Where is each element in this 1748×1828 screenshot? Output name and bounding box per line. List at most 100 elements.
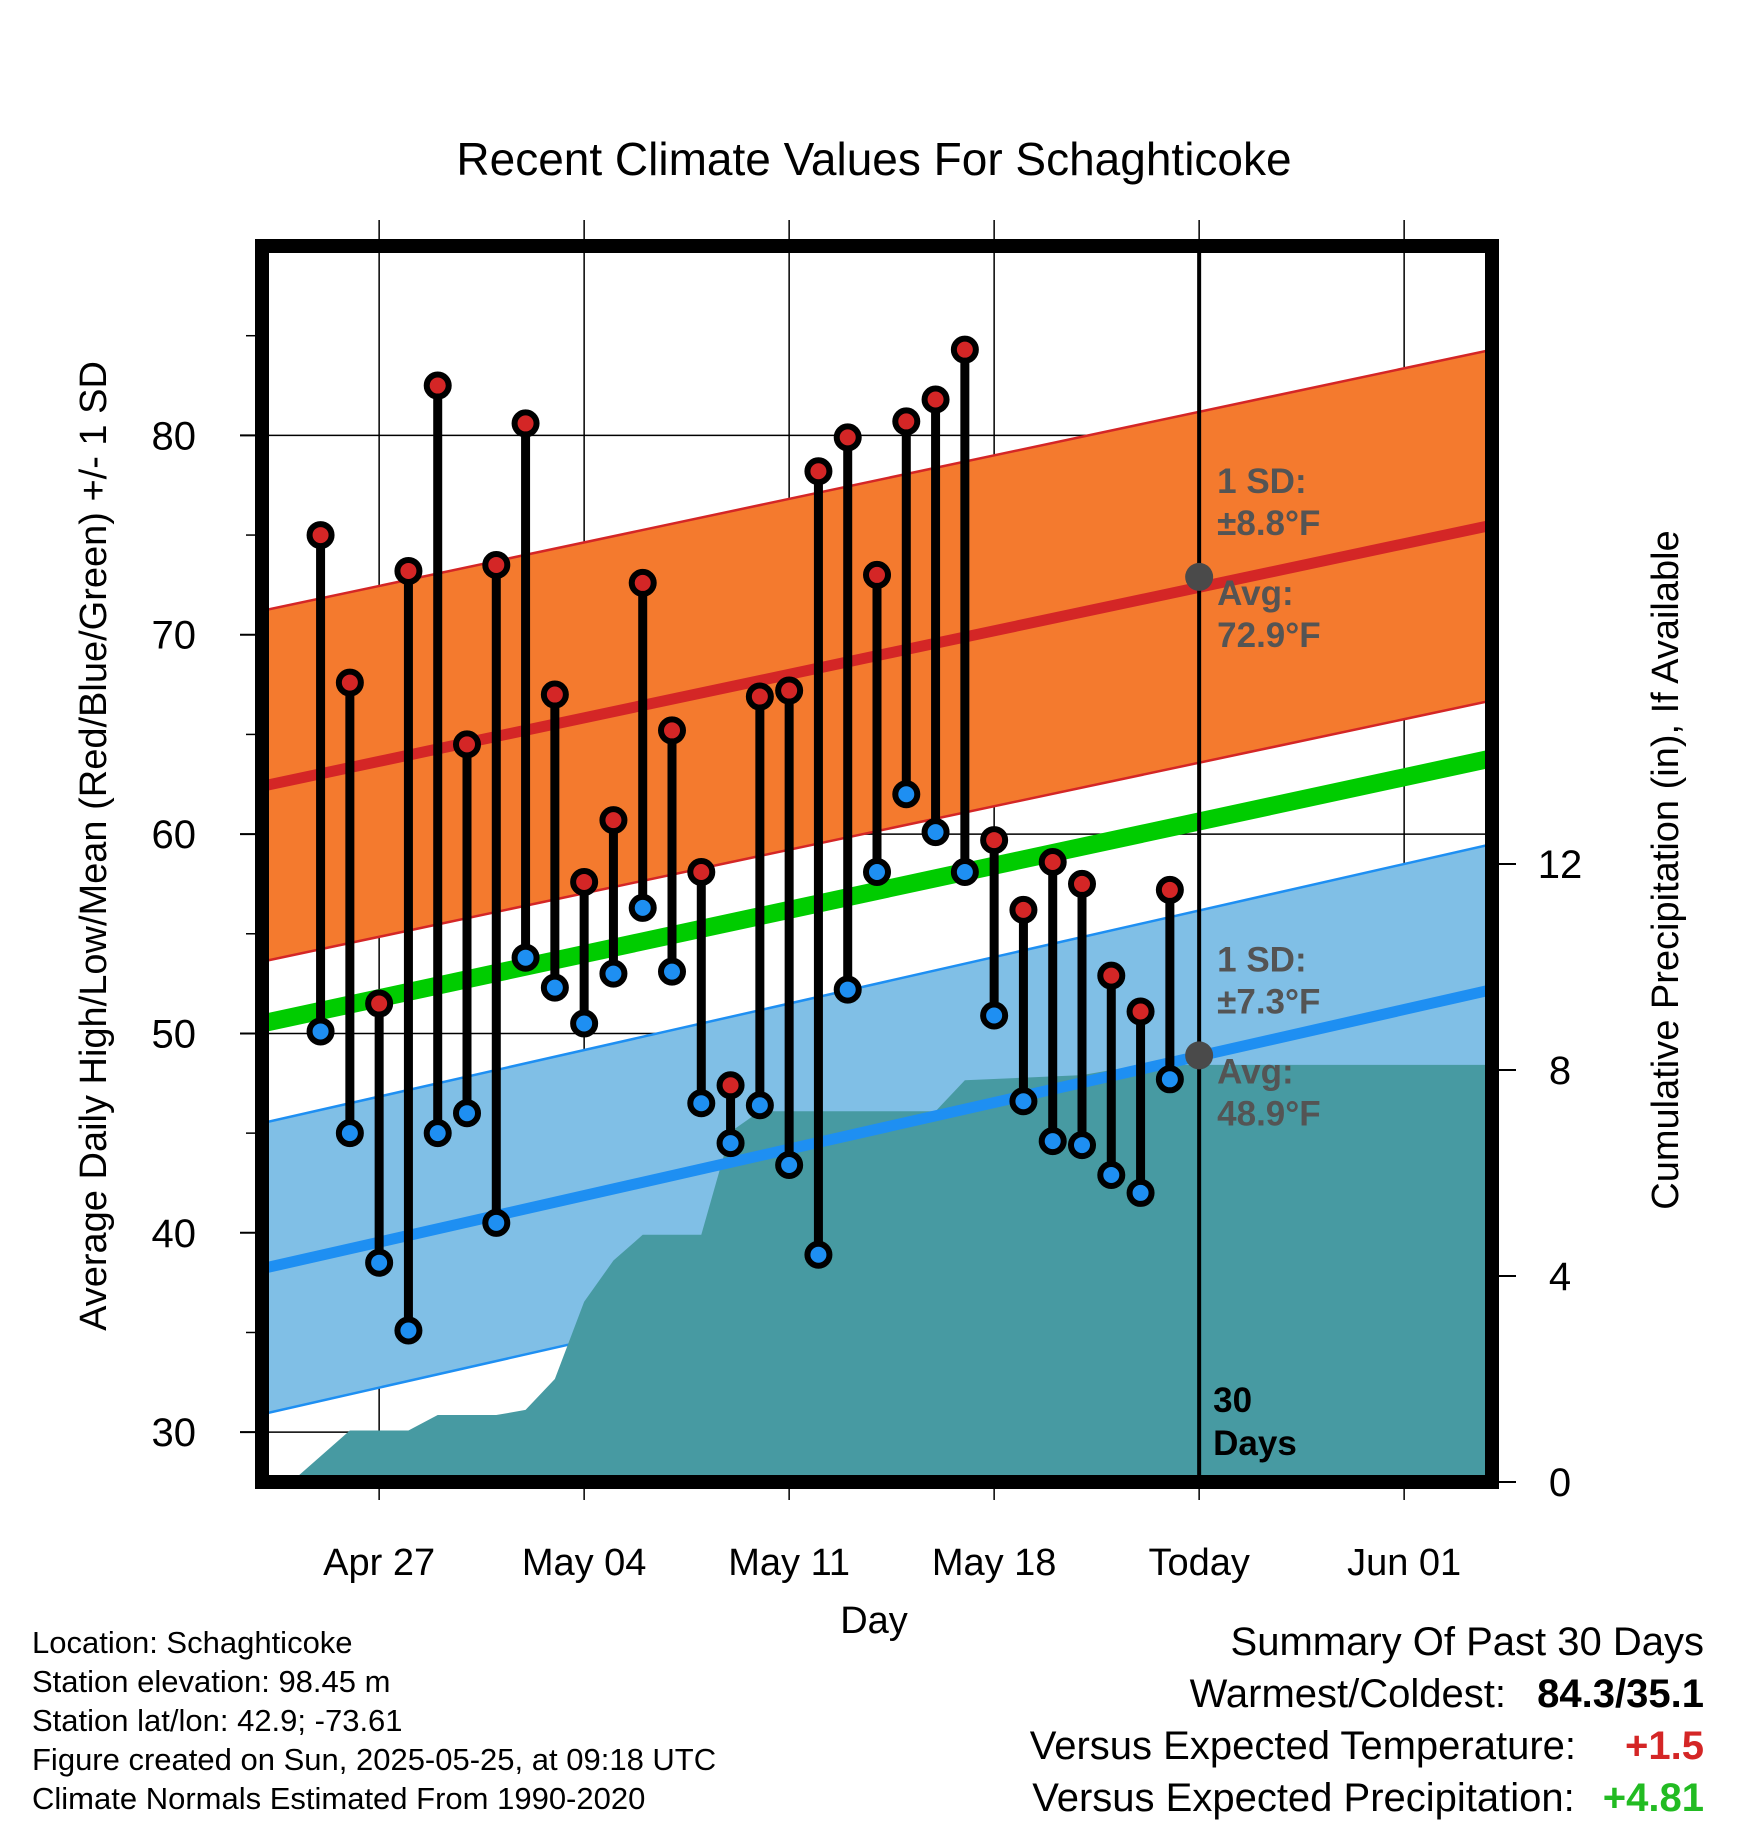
low-temp-dot — [365, 1248, 394, 1277]
high-temp-dot — [482, 550, 511, 579]
y-tick-label: 70 — [152, 614, 197, 658]
low-temp-dot — [540, 973, 569, 1002]
y-tick-label: 80 — [152, 414, 197, 458]
summary-precip: Versus Expected Precipitation: +4.81 — [1032, 1776, 1704, 1821]
today-days-label: Days — [1213, 1424, 1297, 1463]
high-temp-dot — [745, 682, 774, 711]
low-temp-dot — [804, 1240, 833, 1269]
summary-warm-cold: Warmest/Coldest: 84.3/35.1 — [1190, 1672, 1704, 1717]
temp-label: Versus Expected Temperature: — [1029, 1724, 1576, 1768]
warm-cold-label: Warmest/Coldest: — [1189, 1672, 1506, 1716]
high-temp-dot — [335, 668, 364, 697]
y2-axis-label: Cumulative Precipitation (in), If Availa… — [1645, 530, 1687, 1209]
low-temp-dot — [1009, 1087, 1038, 1116]
high-temp-dot — [570, 867, 599, 896]
high-temp-dot — [687, 857, 716, 886]
info-latlon: Station lat/lon: 42.9; -73.61 — [32, 1703, 403, 1738]
y-tick-label: 50 — [152, 1012, 197, 1056]
high-temp-dot — [1155, 875, 1184, 904]
low-temp-dot — [687, 1089, 716, 1118]
low-temp-dot — [628, 893, 657, 922]
high-temp-dot — [1126, 997, 1155, 1026]
x-tick-label: May 04 — [522, 1542, 647, 1584]
high-temp-dot — [980, 826, 1009, 855]
low-normal-line — [262, 984, 1492, 1275]
precip-label: Versus Expected Precipitation: — [1032, 1776, 1575, 1820]
low-temp-dot — [716, 1129, 745, 1158]
high-temp-dot — [453, 730, 481, 759]
y2-tick-label: 4 — [1549, 1255, 1571, 1299]
high-temp-dot — [804, 457, 833, 486]
high-temp-dot — [863, 560, 891, 589]
high-band-upper-edge — [262, 348, 1492, 613]
high-avg-text: 72.9°F — [1217, 616, 1321, 655]
low-temp-dot — [745, 1091, 774, 1120]
y-tick-label: 30 — [152, 1411, 197, 1455]
high-temp-dot — [1038, 848, 1067, 877]
low-temp-dot — [1126, 1178, 1155, 1207]
high-temp-dot — [658, 716, 686, 745]
x-tick-label: Jun 01 — [1347, 1542, 1461, 1584]
warm-cold-value: 84.3/35.1 — [1537, 1672, 1704, 1716]
summary-temp: Versus Expected Temperature: +1.5 — [1030, 1724, 1704, 1769]
summary-title: Summary Of Past 30 Days — [1230, 1620, 1704, 1664]
high-temp-dot — [628, 568, 657, 597]
precip-layer — [291, 1064, 1492, 1482]
low-temp-dot — [306, 1017, 335, 1046]
high-temp-dot — [540, 680, 569, 709]
y-tick-label: 60 — [152, 813, 197, 857]
low-avg-title: Avg: — [1217, 1052, 1293, 1091]
high-temp-dot — [1009, 895, 1038, 924]
low-temp-dot — [1155, 1065, 1184, 1094]
high-temp-dot — [1097, 961, 1126, 990]
low-temp-dot — [892, 780, 921, 809]
today-count-label: 30 — [1213, 1381, 1252, 1420]
low-temp-dot — [1038, 1127, 1067, 1156]
low-temp-dot — [921, 818, 950, 847]
low-sd-title: 1 SD: — [1217, 940, 1306, 979]
x-tick-label: Today — [1148, 1542, 1249, 1584]
low-temp-dot — [950, 857, 979, 886]
high-sd-title: 1 SD: — [1217, 462, 1306, 501]
x-axis-label: Day — [840, 1600, 908, 1642]
low-temp-dot — [335, 1119, 364, 1148]
low-temp-dot — [1097, 1160, 1126, 1189]
high-temp-dot — [921, 385, 950, 414]
low-temp-dot — [980, 1001, 1009, 1030]
low-avg-text: 48.9°F — [1217, 1094, 1321, 1133]
high-avg-marker — [1185, 562, 1214, 591]
high-temp-dot — [511, 409, 540, 438]
chart-title: Recent Climate Values For Schaghticoke — [456, 133, 1291, 185]
high-temp-dot — [1068, 869, 1096, 898]
y2-tick-label: 8 — [1549, 1049, 1571, 1093]
x-tick-label: Apr 27 — [323, 1542, 435, 1584]
info-created: Figure created on Sun, 2025-05-25, at 09… — [32, 1742, 717, 1777]
low-temp-dot — [863, 857, 891, 886]
low-temp-dot — [599, 959, 628, 988]
y2-tick-label: 0 — [1549, 1461, 1571, 1505]
info-elevation: Station elevation: 98.45 m — [32, 1664, 391, 1699]
high-sd-text: ±8.8°F — [1217, 504, 1320, 543]
y-axis-label: Average Daily High/Low/Mean (Red/Blue/Gr… — [73, 361, 115, 1331]
high-temp-dot — [423, 371, 452, 400]
y-tick-label: 40 — [152, 1212, 197, 1256]
low-avg-marker — [1185, 1041, 1214, 1070]
high-temp-dot — [775, 676, 804, 705]
high-temp-dot — [599, 806, 628, 835]
low-temp-dot — [482, 1208, 511, 1237]
low-temp-dot — [453, 1099, 481, 1128]
low-temp-dot — [394, 1316, 423, 1345]
low-temp-dot — [775, 1151, 804, 1180]
info-normals: Climate Normals Estimated From 1990-2020 — [32, 1781, 646, 1816]
low-sd-text: ±7.3°F — [1217, 982, 1320, 1021]
low-temp-dot — [511, 943, 540, 972]
low-temp-dot — [658, 957, 686, 986]
high-temp-dot — [394, 556, 423, 585]
low-temp-dot — [1068, 1131, 1096, 1160]
x-tick-label: May 18 — [932, 1542, 1057, 1584]
precip-value: +4.81 — [1602, 1776, 1704, 1820]
daily-marks — [306, 335, 1184, 1345]
